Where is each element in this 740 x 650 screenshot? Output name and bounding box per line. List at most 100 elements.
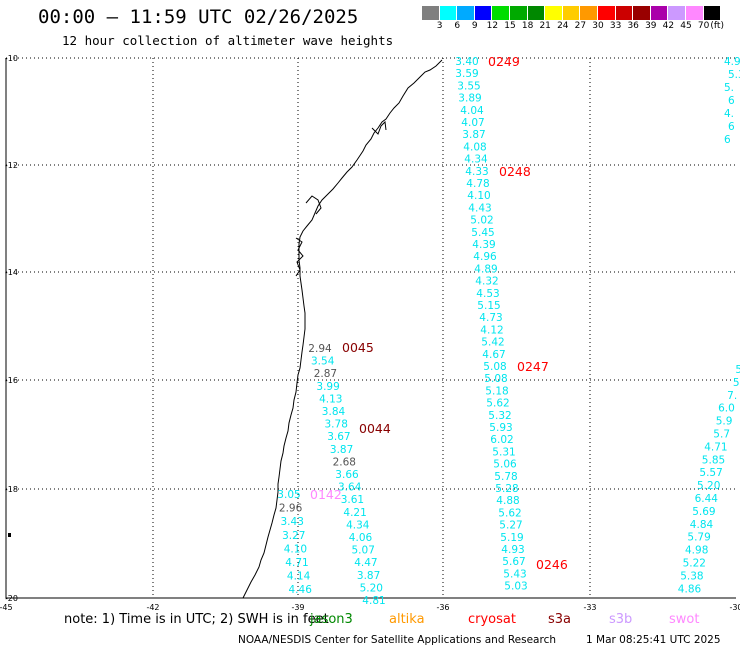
legend-swatch [633, 6, 651, 20]
legend-label: 42 [662, 21, 675, 31]
wave-height-value: 5 [733, 377, 740, 389]
wave-height-value: 4.89 [474, 263, 497, 275]
wave-height-value: 5 [735, 364, 740, 376]
wave-height-value: 3.54 [311, 356, 335, 368]
wave-height-value: 4.88 [496, 495, 519, 507]
wave-height-value: 4.98 [685, 545, 708, 557]
wave-height-value: 6.02 [490, 434, 513, 446]
legend-label: 18 [521, 21, 534, 31]
legend-swatch [650, 6, 669, 20]
legend-label: 33 [609, 21, 622, 31]
wave-height-value: 2.87 [314, 368, 337, 380]
legend-swatch [439, 6, 458, 20]
legend-label: 15 [504, 21, 516, 31]
wave-height-value: 3.43 [281, 516, 304, 528]
legend-swatch [422, 6, 440, 20]
pass-id-label: 0248 [499, 164, 531, 179]
wave-height-value: 6 [728, 121, 735, 133]
pass-id-label: 0249 [488, 54, 520, 69]
legend-swatch [703, 6, 722, 20]
lat-label: -16 [5, 376, 18, 385]
wave-height-value: 3.87 [330, 444, 353, 456]
wave-height-value: 3.05 [277, 489, 300, 501]
legend-swatch [597, 6, 616, 20]
legend-swatch [685, 6, 704, 20]
wave-height-value: 4. [724, 108, 734, 120]
lat-label: -10 [5, 54, 18, 63]
legend-swatch [474, 6, 493, 20]
credit-line: NOAA/NESDIS Center for Satellite Applica… [238, 634, 556, 646]
map-title: 00:00 – 11:59 UTC 02/26/2025 [38, 6, 359, 28]
wave-height-value: 5.3 [728, 69, 740, 81]
wave-height-value: 5.32 [488, 410, 511, 422]
legend-label: 12 [486, 21, 499, 31]
wave-height-value: 5.15 [477, 300, 500, 312]
wave-height-value: 4.33 [465, 166, 488, 178]
wave-height-value: 3.89 [458, 93, 481, 105]
wave-height-value: 3.61 [341, 494, 364, 506]
wave-height-value: 4.14 [287, 571, 311, 583]
wave-height-value: 3.84 [322, 406, 346, 418]
wave-height-value: 4.86 [678, 583, 702, 595]
wave-height-value: 5.07 [352, 545, 375, 557]
wave-height-value: 4.47 [354, 557, 377, 569]
wave-height-value: 5.79 [687, 532, 710, 544]
coast-fragment [8, 533, 11, 537]
wave-height-value: 4.34 [346, 519, 370, 531]
wave-height-value: 5.08 [484, 373, 507, 385]
wave-height-value: 7. [727, 390, 737, 402]
legend-swatch [509, 6, 528, 20]
wave-height-value: 5.45 [471, 227, 494, 239]
wave-height-value: 4.06 [349, 532, 373, 544]
legend-swatch [492, 6, 510, 20]
wave-height-value: 5.06 [493, 459, 517, 471]
wave-height-value: 5.22 [683, 558, 706, 570]
lon-label: -45 [0, 603, 13, 612]
satellite-label-s3b: s3b [609, 612, 633, 627]
satellite-label-s3a: s3a [548, 612, 572, 627]
lon-label: -36 [436, 603, 449, 612]
lat-label: -20 [5, 594, 18, 603]
wave-height-value: 4.32 [475, 276, 498, 288]
satellite-label-swot: swot [669, 612, 700, 627]
wave-height-value: 5.20 [360, 582, 383, 594]
wave-height-value: 4.12 [480, 324, 503, 336]
satellite-label-jason3: jason3 [310, 612, 353, 627]
pass-id-label: 0044 [359, 421, 391, 436]
coast-inlet-2 [305, 195, 322, 215]
map-subtitle: 12 hour collection of altimeter wave hei… [62, 33, 394, 48]
wave-height-value: 5.19 [500, 532, 523, 544]
wave-height-value: 5.9 [716, 416, 733, 428]
wave-height-value: 5.43 [503, 568, 526, 580]
wave-height-value: 5.08 [483, 361, 506, 373]
wave-height-value: 4.71 [285, 557, 308, 569]
legend-label: 21 [539, 21, 551, 31]
wave-height-value: 5.85 [702, 454, 725, 466]
wave-height-value: 5.93 [489, 422, 512, 434]
wave-height-value: 4.07 [461, 117, 484, 129]
wave-height-value: 5.7 [713, 429, 730, 441]
wave-height-value: 4.53 [476, 288, 499, 300]
legend-swatch [580, 6, 598, 20]
wave-height-value: 5.18 [485, 385, 508, 397]
coastline [242, 59, 443, 599]
wave-height-value: 5.20 [697, 480, 720, 492]
wave-height-value: 2.96 [279, 503, 303, 515]
wave-height-value: 6 [728, 95, 735, 107]
wave-height-value: 4.81 [362, 595, 385, 607]
legend-label: 3 [436, 21, 443, 31]
legend-label: 39 [645, 21, 657, 31]
legend-unit: (ft) [710, 21, 724, 31]
legend-label: 27 [574, 21, 587, 31]
legend-swatch [457, 6, 475, 20]
coast-inlet-3 [295, 237, 304, 277]
track-labels: 3.403.593.553.894.044.073.874.084.344.33… [277, 54, 740, 607]
wave-height-value: 2.68 [333, 456, 356, 468]
pass-id-label: 0246 [536, 557, 568, 572]
wave-height-value: 5.02 [470, 215, 493, 227]
wave-height-value: 4.08 [463, 141, 486, 153]
wave-height-value: 4.13 [319, 393, 342, 405]
legend-swatch [615, 6, 634, 20]
coast-inlet-1 [371, 120, 387, 135]
wave-height-value: 4.10 [284, 543, 307, 555]
